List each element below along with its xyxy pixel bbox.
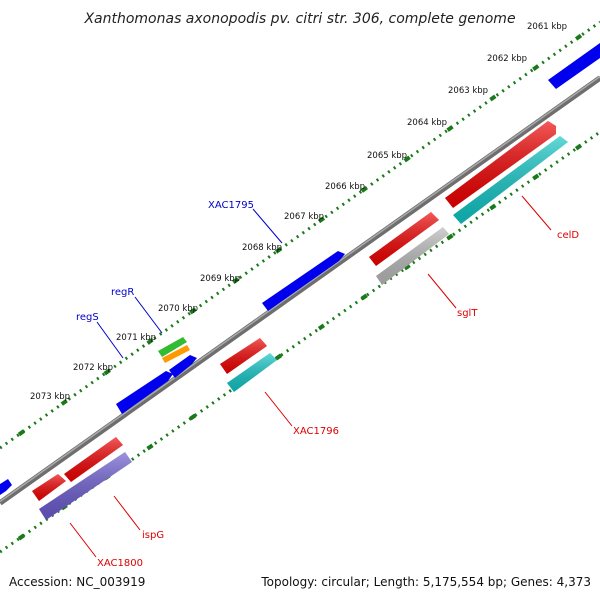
outer-major-tick (532, 64, 540, 72)
gene-labels: XAC1795 regR regS celD sglT XAC1796 ispG… (76, 200, 579, 569)
gene-label-regs[interactable]: regS (76, 312, 99, 323)
gene-label-xac1795[interactable]: XAC1795 (208, 200, 254, 211)
tick-label: 2064 kbp (407, 118, 447, 128)
tick-label: 2072 kbp (73, 363, 113, 373)
genome-backbone-highlight (0, 75, 600, 503)
gene-arrow-blue-left[interactable] (0, 479, 12, 495)
outer-major-tick (60, 398, 68, 406)
tick-label: 2066 kbp (325, 182, 365, 192)
gene-label-celd[interactable]: celD (557, 230, 579, 241)
outer-major-tick (146, 338, 154, 345)
gene-arrow-regr[interactable] (169, 355, 197, 378)
inner-tick-ring (0, 130, 600, 554)
tick-label: 2061 kbp (527, 22, 567, 32)
leader-regs (96, 321, 124, 359)
inner-major-tick (574, 143, 583, 151)
tick-label: 2069 kbp (200, 274, 240, 284)
topology-summary-text: Topology: circular; Length: 5,175,554 bp… (260, 575, 591, 589)
outer-major-tick (17, 429, 26, 437)
inner-major-tick (446, 233, 454, 241)
gene-label-xac1800[interactable]: XAC1800 (97, 558, 143, 569)
leader-lines (69, 195, 552, 558)
tick-label: 2068 kbp (242, 243, 282, 253)
gene-label-xac1796[interactable]: XAC1796 (293, 426, 339, 437)
leader-ispg (113, 495, 141, 531)
outer-major-tick (232, 277, 240, 285)
tick-label: 2073 kbp (30, 392, 70, 402)
outer-major-tick (274, 246, 283, 254)
inner-major-tick (189, 413, 197, 421)
inner-major-tick (17, 533, 26, 541)
leader-celd (521, 195, 552, 231)
gene-block-orange[interactable] (162, 345, 190, 363)
leader-xac1796 (264, 391, 293, 427)
outer-major-tick (360, 185, 368, 193)
forward-strand-features (0, 43, 600, 495)
inner-major-tick (532, 173, 540, 181)
genome-backbone (0, 75, 600, 506)
inner-major-tick (146, 443, 154, 451)
leader-xac1800 (69, 522, 97, 558)
outer-major-tick (489, 94, 497, 102)
outer-major-ticks (17, 33, 583, 437)
inner-major-tick (489, 203, 497, 211)
outer-major-tick (317, 216, 326, 224)
leader-sglt (427, 273, 457, 309)
gene-arrow-regs[interactable] (116, 371, 173, 414)
inner-major-tick (360, 293, 368, 301)
tick-label: 2065 kbp (367, 151, 407, 161)
gene-label-ispg[interactable]: ispG (142, 530, 164, 541)
tick-label: 2067 kbp (284, 212, 324, 222)
gene-block-green[interactable] (158, 337, 187, 357)
gene-arrow-xac1795[interactable] (262, 251, 345, 311)
reverse-strand-features (32, 121, 568, 520)
outer-major-tick (189, 307, 197, 315)
inner-major-tick (403, 263, 411, 271)
outer-major-tick (103, 368, 111, 376)
outer-tick-ring (0, 20, 600, 450)
outer-major-tick (574, 33, 583, 41)
tick-labels: 2061 kbp 2062 kbp 2063 kbp 2064 kbp 2065… (30, 22, 567, 402)
inner-major-tick (274, 353, 283, 361)
outer-major-tick (446, 125, 454, 132)
small-features (158, 337, 190, 363)
leader-regr (134, 296, 163, 334)
map-title: Xanthomonas axonopodis pv. citri str. 30… (83, 11, 515, 27)
leader-xac1795 (252, 208, 283, 244)
inner-major-tick (317, 323, 326, 331)
tick-label: 2063 kbp (448, 86, 488, 96)
gene-label-regr[interactable]: regR (111, 287, 134, 298)
accession-text: Accession: NC_003919 (9, 575, 145, 589)
gene-arrow-blue-2061[interactable] (548, 43, 600, 89)
tick-label: 2070 kbp (158, 304, 198, 314)
gene-label-sglt[interactable]: sglT (457, 308, 478, 319)
tick-label: 2071 kbp (116, 333, 156, 343)
outer-major-tick (403, 155, 411, 163)
tick-label: 2062 kbp (487, 54, 527, 64)
